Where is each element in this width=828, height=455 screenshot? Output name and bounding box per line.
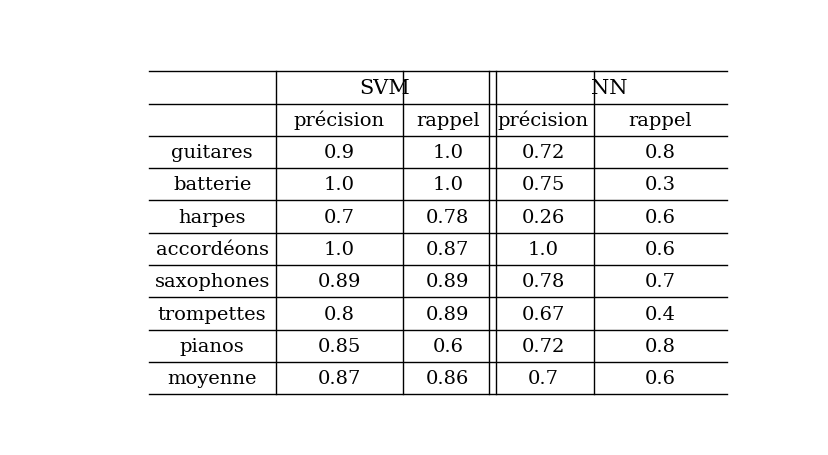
Text: accordéons: accordéons xyxy=(156,240,268,258)
Text: 0.8: 0.8 xyxy=(324,305,354,323)
Text: 1.0: 1.0 xyxy=(527,240,558,258)
Text: saxophones: saxophones xyxy=(154,273,270,291)
Text: SVM: SVM xyxy=(359,79,409,98)
Text: harpes: harpes xyxy=(178,208,246,226)
Text: 0.72: 0.72 xyxy=(521,144,564,162)
Text: 0.87: 0.87 xyxy=(317,369,361,387)
Text: trompettes: trompettes xyxy=(157,305,266,323)
Text: 1.0: 1.0 xyxy=(324,176,354,194)
Text: 0.75: 0.75 xyxy=(521,176,564,194)
Text: pianos: pianos xyxy=(180,337,244,355)
Text: NN: NN xyxy=(590,79,628,98)
Text: 0.9: 0.9 xyxy=(324,144,354,162)
Text: 0.89: 0.89 xyxy=(317,273,361,291)
Text: 0.89: 0.89 xyxy=(426,273,469,291)
Text: précision: précision xyxy=(293,111,384,130)
Text: 1.0: 1.0 xyxy=(432,144,463,162)
Text: rappel: rappel xyxy=(628,111,691,129)
Text: 0.6: 0.6 xyxy=(432,337,463,355)
Text: 0.6: 0.6 xyxy=(644,208,675,226)
Text: 0.8: 0.8 xyxy=(644,337,675,355)
Text: rappel: rappel xyxy=(416,111,479,129)
Text: 0.87: 0.87 xyxy=(426,240,469,258)
Text: 0.7: 0.7 xyxy=(644,273,675,291)
Text: 0.86: 0.86 xyxy=(426,369,469,387)
Text: 0.67: 0.67 xyxy=(521,305,564,323)
Text: 0.78: 0.78 xyxy=(426,208,469,226)
Text: 0.89: 0.89 xyxy=(426,305,469,323)
Text: batterie: batterie xyxy=(173,176,251,194)
Text: précision: précision xyxy=(497,111,588,130)
Text: 0.72: 0.72 xyxy=(521,337,564,355)
Text: moyenne: moyenne xyxy=(167,369,257,387)
Text: guitares: guitares xyxy=(171,144,253,162)
Text: 0.78: 0.78 xyxy=(521,273,564,291)
Text: 0.7: 0.7 xyxy=(324,208,354,226)
Text: 0.26: 0.26 xyxy=(521,208,564,226)
Text: 0.7: 0.7 xyxy=(527,369,558,387)
Text: 0.4: 0.4 xyxy=(644,305,675,323)
Text: 0.8: 0.8 xyxy=(644,144,675,162)
Text: 0.85: 0.85 xyxy=(317,337,361,355)
Text: 0.6: 0.6 xyxy=(644,240,675,258)
Text: 1.0: 1.0 xyxy=(432,176,463,194)
Text: 0.6: 0.6 xyxy=(644,369,675,387)
Text: 1.0: 1.0 xyxy=(324,240,354,258)
Text: 0.3: 0.3 xyxy=(644,176,675,194)
